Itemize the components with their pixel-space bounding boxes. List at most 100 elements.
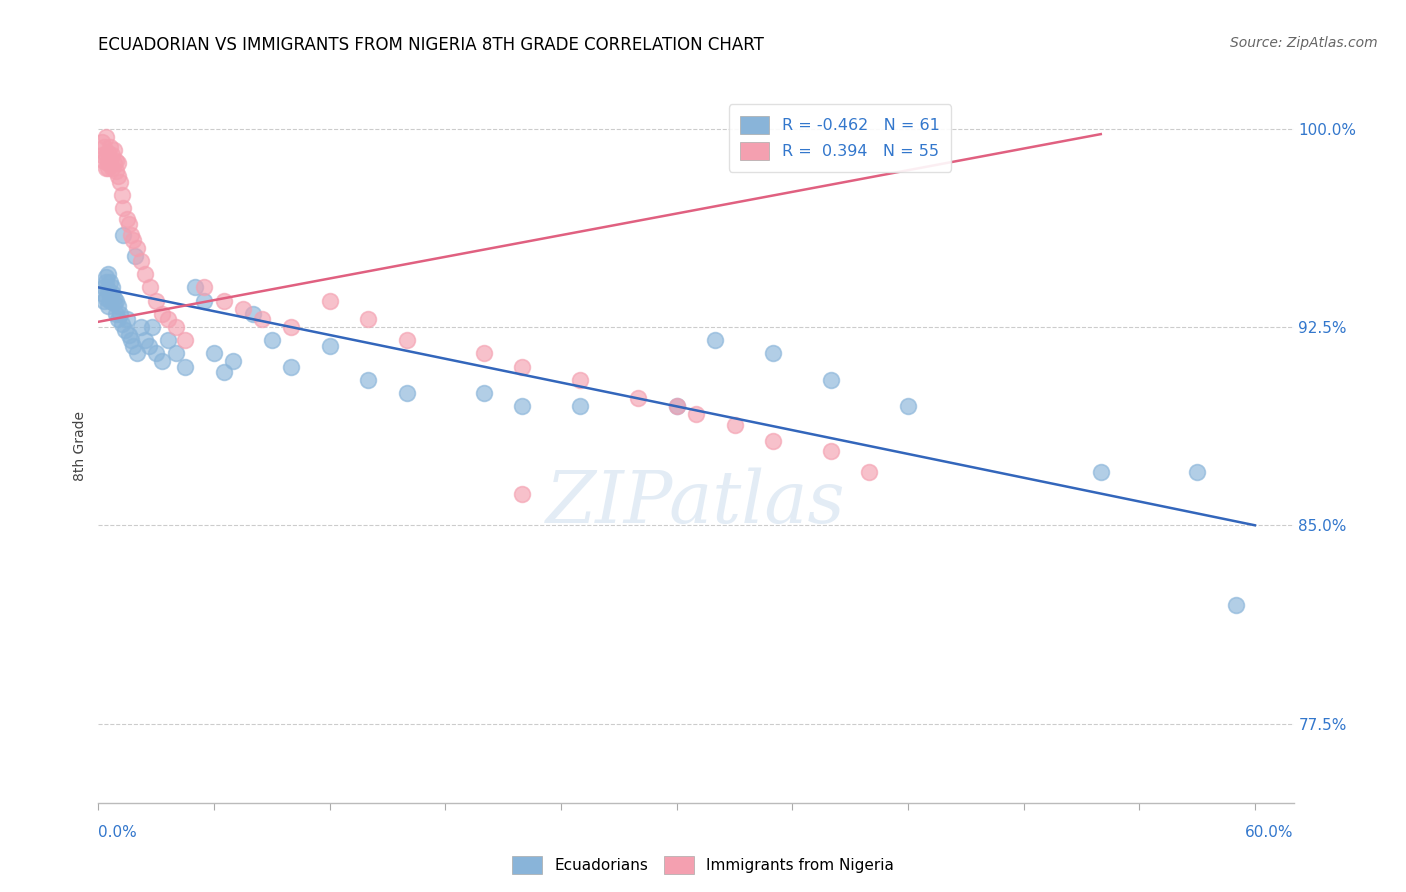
- Point: [94, 148, 117, 162]
- Point: [129, 254, 152, 268]
- Text: 60.0%: 60.0%: [1246, 825, 1294, 840]
- Point: [110, 188, 132, 202]
- Point: [107, 312, 129, 326]
- Point: [569, 400, 592, 414]
- Point: [98, 288, 121, 302]
- Point: [112, 227, 135, 242]
- Point: [91, 148, 114, 162]
- Point: [704, 333, 727, 347]
- Point: [101, 280, 124, 294]
- Text: Source: ZipAtlas.com: Source: ZipAtlas.com: [1230, 36, 1378, 50]
- Point: [97, 156, 120, 170]
- Point: [117, 211, 139, 226]
- Point: [357, 373, 380, 387]
- Point: [98, 293, 121, 308]
- Text: ZIPatlas: ZIPatlas: [546, 467, 846, 539]
- Point: [1225, 598, 1247, 612]
- Point: [108, 175, 131, 189]
- Point: [97, 145, 120, 160]
- Point: [139, 280, 162, 294]
- Point: [120, 333, 142, 347]
- Point: [145, 346, 167, 360]
- Point: [97, 267, 120, 281]
- Point: [98, 153, 121, 168]
- Point: [129, 320, 152, 334]
- Point: [104, 307, 127, 321]
- Point: [138, 338, 160, 352]
- Point: [212, 365, 235, 379]
- Point: [512, 486, 534, 500]
- Point: [280, 359, 302, 374]
- Point: [94, 129, 117, 144]
- Point: [97, 283, 120, 297]
- Point: [118, 328, 141, 343]
- Point: [93, 280, 115, 294]
- Point: [97, 161, 120, 176]
- Point: [94, 161, 117, 176]
- Point: [150, 307, 173, 321]
- Point: [104, 153, 127, 168]
- Point: [156, 312, 179, 326]
- Point: [762, 434, 785, 448]
- Point: [94, 269, 117, 284]
- Point: [134, 333, 156, 347]
- Point: [202, 346, 225, 360]
- Point: [174, 359, 197, 374]
- Point: [108, 307, 131, 321]
- Point: [101, 148, 124, 162]
- Point: [91, 135, 114, 149]
- Point: [512, 400, 534, 414]
- Point: [222, 354, 245, 368]
- Point: [125, 346, 148, 360]
- Point: [114, 323, 136, 337]
- Point: [395, 333, 418, 347]
- Point: [260, 333, 283, 347]
- Point: [242, 307, 264, 321]
- Point: [103, 156, 125, 170]
- Point: [512, 359, 534, 374]
- Point: [124, 249, 146, 263]
- Point: [94, 291, 117, 305]
- Point: [107, 156, 129, 170]
- Point: [762, 346, 785, 360]
- Point: [101, 285, 124, 300]
- Point: [319, 338, 342, 352]
- Point: [103, 291, 125, 305]
- Text: ECUADORIAN VS IMMIGRANTS FROM NIGERIA 8TH GRADE CORRELATION CHART: ECUADORIAN VS IMMIGRANTS FROM NIGERIA 8T…: [98, 36, 765, 54]
- Point: [107, 169, 129, 184]
- Point: [627, 392, 650, 406]
- Point: [112, 201, 135, 215]
- Point: [357, 312, 380, 326]
- Point: [319, 293, 342, 308]
- Point: [156, 333, 179, 347]
- Point: [252, 312, 274, 326]
- Point: [472, 386, 495, 401]
- Point: [98, 275, 121, 289]
- Point: [1185, 466, 1208, 480]
- Point: [280, 320, 302, 334]
- Point: [91, 285, 114, 300]
- Point: [665, 400, 688, 414]
- Point: [212, 293, 235, 308]
- Point: [165, 346, 187, 360]
- Point: [685, 407, 707, 421]
- Point: [174, 333, 197, 347]
- Point: [93, 293, 115, 308]
- Legend: R = -0.462   N = 61, R =  0.394   N = 55: R = -0.462 N = 61, R = 0.394 N = 55: [730, 104, 950, 171]
- Point: [104, 293, 127, 308]
- Point: [122, 233, 145, 247]
- Point: [98, 140, 121, 154]
- Point: [858, 466, 880, 480]
- Point: [103, 296, 125, 310]
- Y-axis label: 8th Grade: 8th Grade: [73, 411, 87, 481]
- Point: [134, 267, 156, 281]
- Point: [165, 320, 187, 334]
- Point: [94, 275, 117, 289]
- Point: [145, 293, 167, 308]
- Point: [150, 354, 173, 368]
- Point: [723, 417, 745, 432]
- Point: [117, 312, 139, 326]
- Text: 0.0%: 0.0%: [98, 825, 138, 840]
- Point: [93, 140, 115, 154]
- Point: [122, 338, 145, 352]
